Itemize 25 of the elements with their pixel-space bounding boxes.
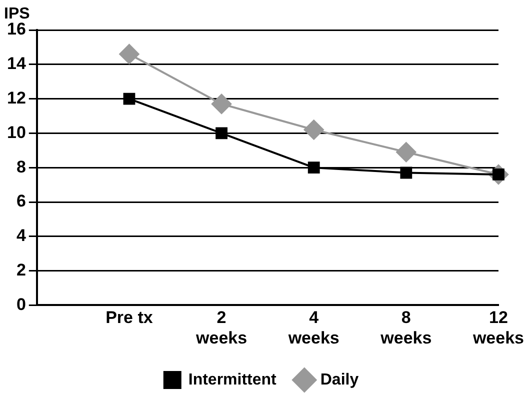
- point: [123, 92, 136, 105]
- y-axis-title: IPS: [4, 5, 30, 22]
- x-tick-label: 4 weeks: [287, 308, 340, 348]
- legend-label: Daily: [320, 371, 359, 388]
- x-tick-label: 2 weeks: [195, 308, 248, 348]
- y-tick-label: 0: [16, 294, 26, 314]
- point: [308, 162, 320, 174]
- y-tick-label: 16: [6, 20, 26, 39]
- point: [400, 166, 412, 179]
- point: [212, 94, 232, 114]
- point: [119, 44, 140, 64]
- y-tick-label: 10: [6, 122, 26, 142]
- point: [216, 127, 228, 140]
- x-tick-label: 12 weeks: [472, 308, 524, 348]
- y-tick-label: 6: [16, 192, 26, 211]
- point: [304, 120, 324, 140]
- x-tick-label: 8 weeks: [380, 308, 432, 348]
- x-tick-label: Pre tx: [106, 308, 154, 328]
- y-tick-label: 14: [6, 54, 26, 74]
- y-tick-label: 8: [16, 157, 26, 176]
- point: [396, 142, 416, 162]
- y-tick-label: 4: [16, 226, 26, 246]
- legend-label: Intermittent: [188, 371, 278, 388]
- y-tick-label: 2: [16, 260, 26, 280]
- y-tick-label: 12: [6, 88, 26, 108]
